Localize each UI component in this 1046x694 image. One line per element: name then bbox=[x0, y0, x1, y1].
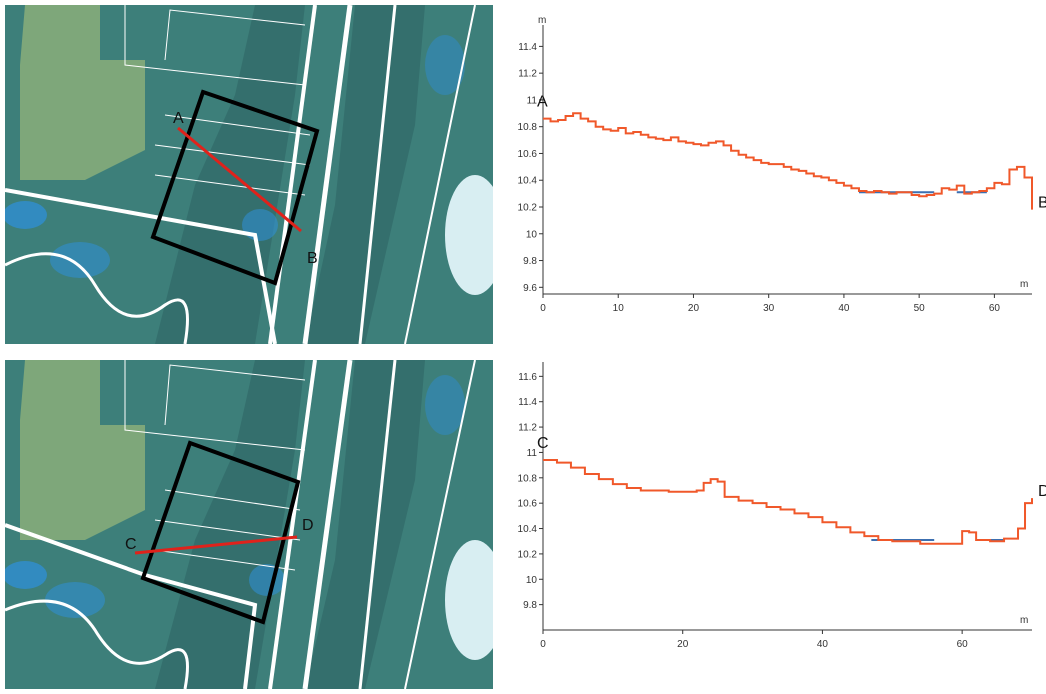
x-tick-label: 0 bbox=[540, 639, 546, 650]
elevation-map-top: A B bbox=[5, 5, 493, 344]
elevation-map-bottom: C D bbox=[5, 360, 493, 689]
x-tick-label: 60 bbox=[989, 303, 1001, 314]
y-tick-label: 10.4 bbox=[518, 524, 538, 535]
elevation-profile-line bbox=[543, 112, 1033, 210]
x-tick-label: 20 bbox=[688, 303, 700, 314]
x-axis-unit: m bbox=[1020, 615, 1028, 626]
y-tick-label: 10.6 bbox=[518, 149, 538, 160]
y-tick-label: 10.8 bbox=[518, 473, 538, 484]
y-tick-label: 11.2 bbox=[518, 423, 537, 434]
y-tick-label: 9.8 bbox=[523, 256, 537, 267]
y-axis-unit: m bbox=[538, 15, 546, 26]
elevation-profile-chart-bottom: 9.8 10 10.2 10.4 10.6 10.8 11 11.2 11.4 11.6 0 20 40… bbox=[500, 352, 1046, 689]
y-tick-label: 10 bbox=[526, 575, 538, 586]
y-tick-label: 10.2 bbox=[518, 549, 538, 560]
y-tick-label: 10 bbox=[526, 229, 538, 240]
profile-end-label: D bbox=[1038, 483, 1046, 500]
y-tick-label: 9.8 bbox=[523, 600, 537, 611]
profile-start-label: A bbox=[537, 94, 548, 111]
y-tick-label: 10.6 bbox=[518, 499, 538, 510]
profile-chart-svg-top: 9.6 9.8 10 10.2 10.4 10.6 10.8 11 11.2 11.4 0 10 20 3… bbox=[518, 15, 1046, 314]
x-tick-label: 50 bbox=[914, 303, 926, 314]
x-tick-label: 40 bbox=[838, 303, 850, 314]
x-tick-label: 30 bbox=[763, 303, 775, 314]
profile-start-label: C bbox=[537, 435, 549, 452]
x-tick-label: 60 bbox=[957, 639, 969, 650]
y-tick-label: 11.4 bbox=[518, 42, 537, 53]
y-tick-label: 11.4 bbox=[518, 397, 537, 408]
y-tick-label: 10.8 bbox=[518, 122, 538, 133]
y-tick-label: 10.2 bbox=[518, 203, 538, 214]
profile-chart-svg-bottom: 9.8 10 10.2 10.4 10.6 10.8 11 11.2 11.4 11.6 0 20 40… bbox=[518, 352, 1046, 650]
map-label-c: C bbox=[125, 536, 137, 553]
map-label-a: A bbox=[173, 110, 184, 127]
x-tick-label: 40 bbox=[817, 639, 829, 650]
profile-end-label: B bbox=[1038, 195, 1046, 212]
x-tick-label: 20 bbox=[677, 639, 689, 650]
x-tick-label: 10 bbox=[613, 303, 625, 314]
y-axis-unit: m bbox=[538, 360, 546, 363]
y-tick-label: 11.6 bbox=[518, 372, 537, 383]
y-tick-label: 11 bbox=[527, 448, 538, 459]
elevation-profile-line bbox=[543, 459, 1033, 545]
map-label-d: D bbox=[302, 517, 314, 534]
map-label-b: B bbox=[307, 250, 318, 267]
y-tick-label: 11.2 bbox=[518, 69, 537, 80]
x-tick-label: 0 bbox=[540, 303, 546, 314]
x-axis-unit: m bbox=[1020, 279, 1028, 290]
y-tick-label: 9.6 bbox=[523, 283, 537, 294]
y-tick-label: 11 bbox=[527, 95, 538, 106]
y-tick-label: 10.4 bbox=[518, 176, 538, 187]
elevation-profile-chart-top: 9.6 9.8 10 10.2 10.4 10.6 10.8 11 11.2 11.4 0 10 20 3… bbox=[500, 5, 1046, 344]
